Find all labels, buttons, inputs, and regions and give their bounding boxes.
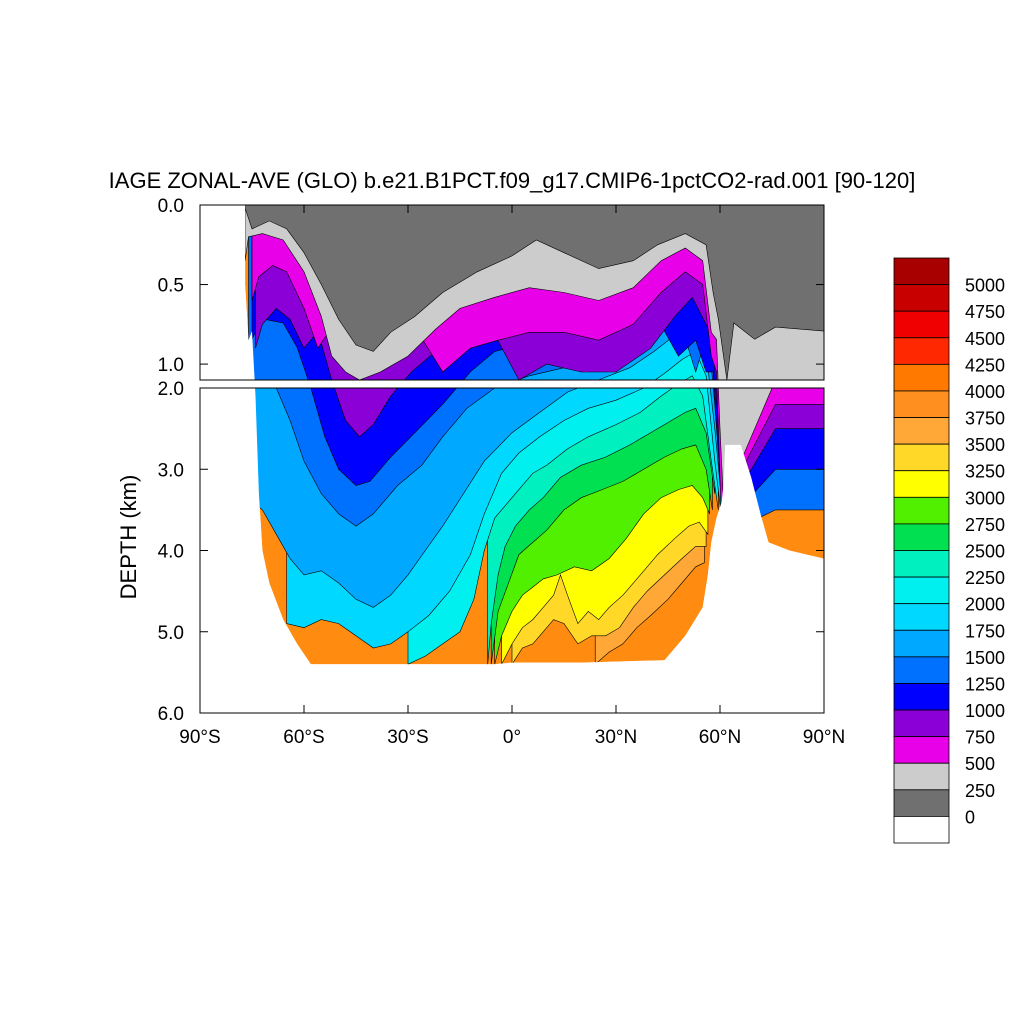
colorbar-label: 3750	[965, 409, 1005, 429]
y-tick-label: 0.5	[158, 276, 184, 297]
colorbar-swatch	[893, 603, 950, 631]
colorbar-label: 3000	[965, 488, 1005, 508]
panel-separator	[199, 380, 825, 388]
colorbar-label: 4500	[965, 329, 1005, 349]
colorbar-swatch	[893, 816, 950, 844]
colorbar-swatch	[893, 363, 950, 392]
colorbar-label: 2000	[965, 595, 1005, 615]
colorbar-swatch	[893, 683, 950, 711]
land-mask	[200, 205, 824, 713]
colorbar-swatch	[893, 523, 950, 551]
colorbar-swatch	[893, 736, 950, 764]
y-tick-label: 2.0	[158, 379, 184, 400]
colorbar-swatch	[893, 709, 950, 738]
colorbar-swatch	[893, 337, 950, 365]
contour-field	[200, 205, 824, 713]
y-tick-label: 4.0	[158, 542, 184, 563]
colorbar-swatch	[893, 284, 950, 312]
colorbar: 5000475045004250400037503500325030002750…	[893, 257, 1005, 844]
y-tick-label: 5.0	[158, 623, 184, 644]
colorbar-swatch	[893, 629, 950, 658]
colorbar-swatch	[893, 762, 950, 791]
y-tick-label: 1.0	[158, 355, 184, 376]
colorbar-label: 2500	[965, 542, 1005, 562]
colorbar-swatch	[893, 656, 950, 684]
colorbar-swatch	[893, 417, 950, 445]
colorbar-label: 4750	[965, 302, 1005, 322]
colorbar-swatch	[893, 789, 950, 817]
colorbar-swatch	[893, 550, 950, 578]
x-tick-label: 60°S	[283, 727, 324, 748]
y-tick-label: 6.0	[158, 704, 184, 725]
x-tick-label: 90°S	[179, 727, 220, 748]
colorbar-label: 3250	[965, 462, 1005, 482]
colorbar-label: 250	[965, 781, 995, 801]
colorbar-label: 2250	[965, 568, 1005, 588]
contour-band-250	[244, 205, 824, 381]
x-tick-label: 30°S	[387, 727, 428, 748]
colorbar-label: 1000	[965, 701, 1005, 721]
y-axis-label: DEPTH (km)	[116, 475, 141, 600]
colorbar-label: 750	[965, 728, 995, 748]
x-tick-label: 60°N	[699, 727, 741, 748]
chart-title: IAGE ZONAL-AVE (GLO) b.e21.B1PCT.f09_g17…	[109, 168, 916, 193]
colorbar-label: 1750	[965, 621, 1005, 641]
colorbar-swatch	[893, 496, 950, 525]
x-tick-label: 90°N	[803, 727, 845, 748]
colorbar-label: 1250	[965, 675, 1005, 695]
colorbar-label: 1500	[965, 648, 1005, 668]
y-axis: 0.0 0.5 1.0 2.0 3.0 4.0 5.0 6.0	[158, 196, 824, 725]
colorbar-label: 4250	[965, 355, 1005, 375]
x-tick-label: 0°	[503, 727, 521, 748]
x-axis: 90°S 60°S 30°S 0° 30°N 60°N 90°N	[179, 205, 845, 748]
colorbar-label: 5000	[965, 276, 1005, 296]
colorbar-label: 4000	[965, 382, 1005, 402]
colorbar-swatch	[893, 443, 950, 472]
colorbar-label: 3500	[965, 435, 1005, 455]
colorbar-swatch	[893, 470, 950, 498]
y-tick-label: 0.0	[158, 196, 184, 217]
colorbar-swatch	[893, 310, 950, 339]
colorbar-swatch	[893, 576, 950, 605]
colorbar-label: 0	[965, 807, 975, 827]
colorbar-label: 2750	[965, 515, 1005, 535]
colorbar-label: 500	[965, 754, 995, 774]
colorbar-swatch	[893, 390, 950, 418]
colorbar-swatch	[893, 257, 950, 285]
x-tick-label: 30°N	[595, 727, 637, 748]
y-tick-label: 3.0	[158, 460, 184, 481]
